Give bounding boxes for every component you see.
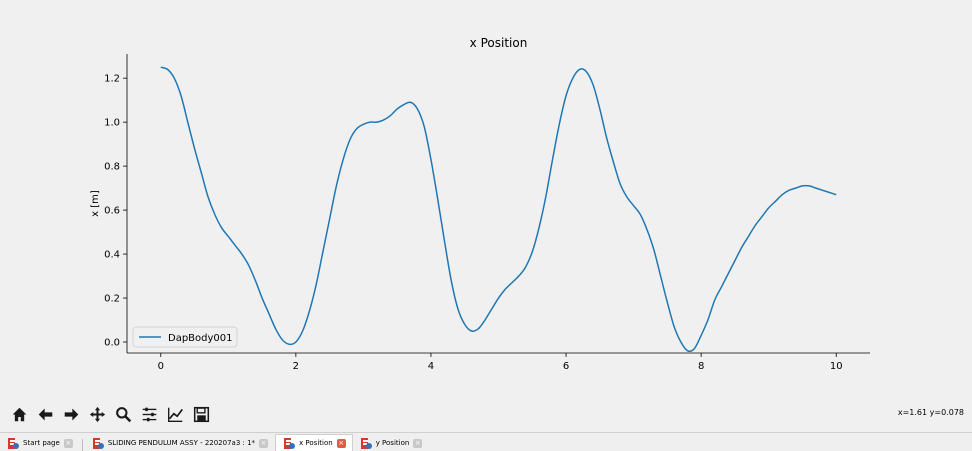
y-tick-label: 0.0: [104, 338, 120, 349]
edit-axis-button[interactable]: [164, 403, 186, 425]
legend-box: [132, 326, 238, 348]
home-icon: [12, 407, 26, 421]
subplots-config-icon: [142, 407, 156, 421]
x-tick-label: 2: [293, 361, 299, 372]
pan-button[interactable]: [86, 403, 108, 425]
close-icon[interactable]: ×: [63, 438, 73, 448]
forward-button[interactable]: [60, 403, 82, 425]
zoom-icon: [115, 406, 131, 422]
y-tick-label: 0.4: [104, 250, 120, 261]
freecad-icon: [8, 437, 19, 449]
tab-start-page[interactable]: Start page ×: [0, 435, 80, 451]
freecad-icon: [360, 437, 372, 449]
series-line-dapbody001: [160, 66, 837, 353]
tab-x-position[interactable]: x Position ×: [275, 434, 353, 451]
y-tick-label: 1.0: [104, 118, 120, 129]
save-icon: [193, 406, 209, 422]
y-tick-label: 0.2: [104, 294, 120, 305]
tab-label: SLIDING PENDULUM ASSY - 220207a3 : 1*: [107, 439, 256, 447]
edit-axis-icon: [167, 407, 183, 422]
x-tick-label: 6: [563, 361, 569, 372]
x-tick-label: 0: [158, 361, 164, 372]
cursor-coordinates: x=1.61 y=0.078: [897, 408, 964, 417]
subplots-config-button[interactable]: [138, 403, 160, 425]
tab-label: Start page: [23, 439, 60, 447]
legend-label: DapBody001: [168, 333, 233, 344]
tab-separator: [81, 439, 83, 451]
navigation-toolbar: [8, 403, 212, 425]
x-tick-label: 4: [428, 361, 434, 372]
line-chart: x Position x [m] 0 2 4 6 8 10 0.0 0.2 0.4 0.6 0.8 1.0…: [90, 36, 870, 372]
pan-icon: [89, 406, 105, 422]
back-arrow-icon: [38, 408, 52, 420]
plot-area[interactable]: x Position x [m] 0 2 4 6 8 10 0.0 0.2 0.4 0.6 0.8 1.0…: [0, 0, 972, 400]
x-tick-label: 8: [698, 361, 704, 372]
close-icon[interactable]: ×: [413, 438, 423, 448]
y-axis-label: x [m]: [90, 190, 101, 217]
document-tab-bar: Start page × SLIDING PENDULUM ASSY - 220…: [0, 432, 972, 451]
tab-sliding-pendulum-assy[interactable]: SLIDING PENDULUM ASSY - 220207a3 : 1* ×: [85, 435, 275, 451]
save-button[interactable]: [190, 403, 212, 425]
close-icon[interactable]: ×: [259, 438, 269, 448]
zoom-button[interactable]: [112, 403, 134, 425]
freecad-icon: [92, 437, 104, 449]
tab-y-position[interactable]: y Position ×: [353, 435, 430, 451]
y-tick-label: 0.8: [104, 162, 120, 173]
y-tick-label: 1.2: [104, 74, 120, 85]
back-button[interactable]: [34, 403, 56, 425]
forward-arrow-icon: [64, 408, 78, 420]
chart-title: x Position: [470, 36, 528, 50]
freecad-icon: [284, 437, 296, 449]
tab-label: x Position: [299, 439, 333, 447]
close-icon[interactable]: ×: [336, 438, 346, 448]
x-tick-label: 10: [830, 361, 843, 372]
y-tick-label: 0.6: [104, 206, 120, 217]
tab-label: y Position: [375, 439, 410, 447]
home-button[interactable]: [8, 403, 30, 425]
